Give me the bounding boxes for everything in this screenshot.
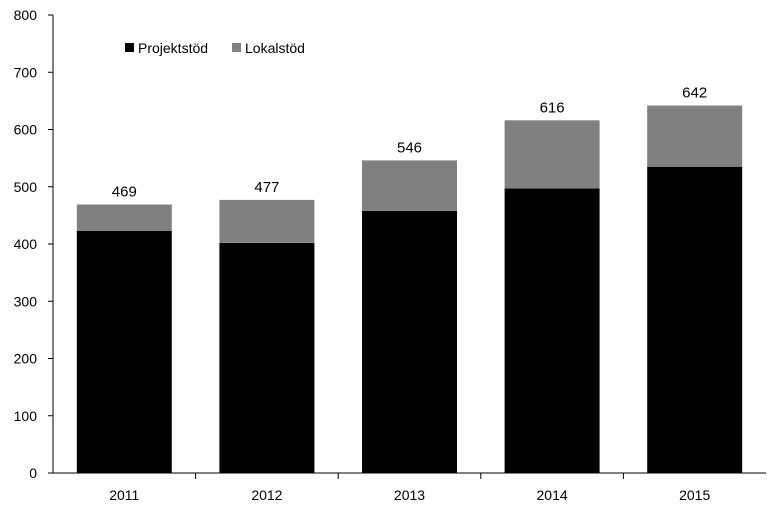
total-label-2012: 477: [254, 179, 279, 196]
x-tick-label-2011: 2011: [109, 487, 139, 503]
bar-segment-projektstod-2015: [647, 166, 743, 473]
legend-label-projektstod: Projektstöd: [138, 40, 208, 56]
total-label-2014: 616: [540, 99, 565, 116]
y-tick-label-100: 100: [14, 408, 38, 424]
x-tick-label-2015: 2015: [679, 487, 710, 503]
x-tick-label-2013: 2013: [394, 487, 425, 503]
legend-swatch-projektstod: [125, 43, 134, 52]
x-tick-label-2012: 2012: [251, 487, 282, 503]
y-tick-label-800: 800: [14, 7, 38, 23]
bar-segment-projektstod-2014: [504, 188, 600, 473]
bar-segment-lokalstod-2012: [219, 199, 315, 243]
bar-segment-projektstod-2013: [362, 210, 457, 474]
y-tick-label-300: 300: [14, 293, 38, 309]
y-tick-label-200: 200: [14, 351, 38, 367]
y-tick-label-0: 0: [29, 465, 37, 481]
y-tick-label-700: 700: [14, 64, 38, 80]
legend: Projektstöd Lokalstöd: [125, 40, 305, 56]
bar-segment-projektstod-2011: [76, 230, 172, 473]
bar-segment-lokalstod-2014: [504, 120, 600, 189]
y-tick-label-500: 500: [14, 179, 38, 195]
legend-swatch-lokalstod: [232, 43, 241, 52]
total-label-2015: 642: [682, 85, 707, 102]
bar-segment-lokalstod-2011: [76, 204, 172, 231]
legend-label-lokalstod: Lokalstöd: [245, 40, 305, 56]
plot-area: 469 477 546 616 642 0 100 200 300 400 500 600 700 800…: [14, 7, 766, 503]
total-label-2011: 469: [112, 184, 137, 201]
total-label-2013: 546: [397, 139, 422, 156]
y-tick-label-600: 600: [14, 122, 38, 138]
bar-segment-lokalstod-2015: [647, 105, 743, 167]
y-tick-label-400: 400: [14, 236, 38, 252]
bar-segment-projektstod-2012: [219, 242, 315, 473]
bar-segment-lokalstod-2013: [362, 160, 457, 211]
x-tick-label-2014: 2014: [537, 487, 568, 503]
